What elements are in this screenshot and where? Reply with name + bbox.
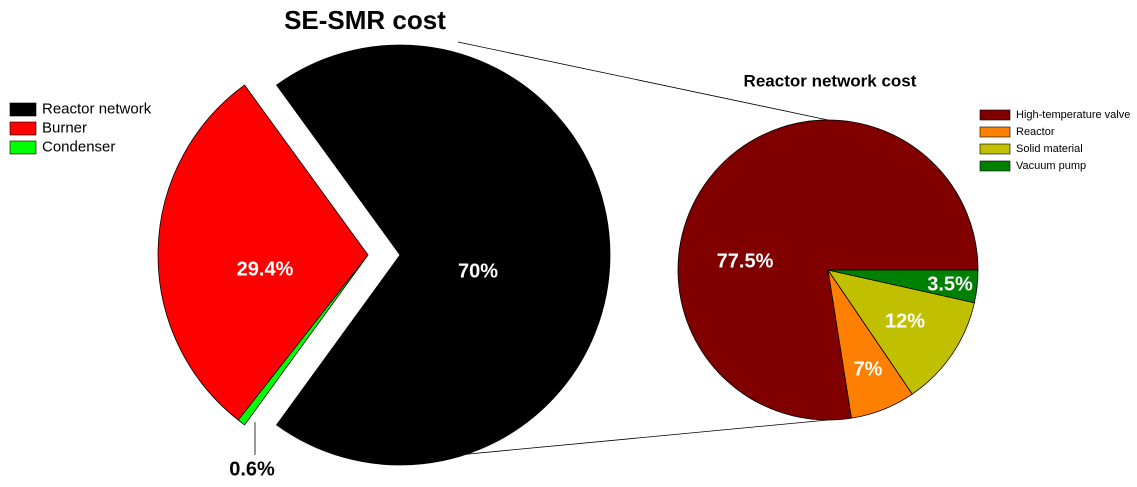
- pie-slice: [237, 254, 369, 426]
- legend-label: Condenser: [42, 138, 115, 155]
- legend-label: Reactor: [1016, 126, 1055, 138]
- data-label: 7%: [854, 358, 883, 380]
- chart-title: SE-SMR cost: [284, 5, 446, 35]
- data-label: 0.6%: [229, 458, 275, 480]
- legend-swatch: [9, 102, 37, 117]
- legend-label: Solid material: [1016, 143, 1083, 155]
- legend-label: Burner: [42, 119, 87, 136]
- pie-slice: [827, 269, 979, 304]
- connector-line: [457, 41, 829, 121]
- pie-slice: [276, 44, 611, 466]
- chart-title: Reactor network cost: [744, 71, 917, 90]
- data-label: 77.5%: [717, 250, 774, 272]
- legend-label: High-temperature valve: [1016, 109, 1130, 121]
- pie-slice: [827, 269, 975, 395]
- legend-swatch: [9, 121, 37, 136]
- legend-swatch: [979, 160, 1011, 172]
- legend-swatch: [979, 143, 1011, 155]
- data-label: 29.4%: [237, 258, 294, 280]
- pie-slice: [157, 84, 369, 421]
- legend-swatch: [9, 140, 37, 155]
- connector-line: [457, 419, 829, 456]
- data-label: 3.5%: [927, 273, 973, 295]
- legend-swatch: [979, 126, 1011, 138]
- legend-label: Vacuum pump: [1016, 160, 1086, 172]
- data-label: 12%: [885, 310, 925, 332]
- data-label: 70%: [458, 260, 498, 282]
- legend-swatch: [979, 109, 1011, 121]
- legend-label: Reactor network: [42, 100, 152, 117]
